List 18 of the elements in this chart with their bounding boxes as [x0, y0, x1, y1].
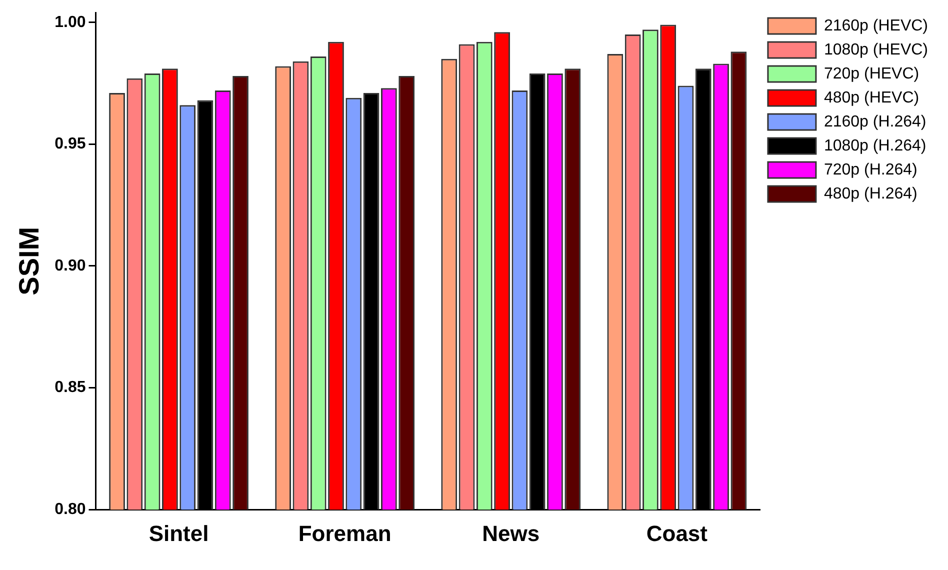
legend-label: 2160p (H.264) — [824, 113, 926, 130]
x-tick-label: Foreman — [298, 520, 392, 546]
x-tick-label: Sintel — [148, 520, 209, 546]
y-tick-label: 0.80 — [54, 501, 86, 518]
legend-label: 480p (HEVC) — [824, 89, 920, 106]
y-tick-label: 0.85 — [54, 379, 86, 396]
x-tick-label: Coast — [646, 520, 708, 546]
legend-label: 1080p (H.264) — [824, 137, 926, 154]
y-tick-label: 1.00 — [54, 14, 86, 31]
legend-label: 720p (H.264) — [824, 161, 918, 178]
y-axis-title: SSIM — [14, 226, 45, 296]
y-tick-label: 0.95 — [54, 136, 86, 153]
legend-label: 2160p (HEVC) — [824, 17, 928, 34]
legend-label: 720p (HEVC) — [824, 65, 920, 82]
y-tick-label: 0.90 — [54, 257, 86, 274]
x-tick-label: News — [482, 520, 540, 546]
legend-label: 480p (H.264) — [824, 185, 918, 202]
legend-label: 1080p (HEVC) — [824, 41, 928, 58]
